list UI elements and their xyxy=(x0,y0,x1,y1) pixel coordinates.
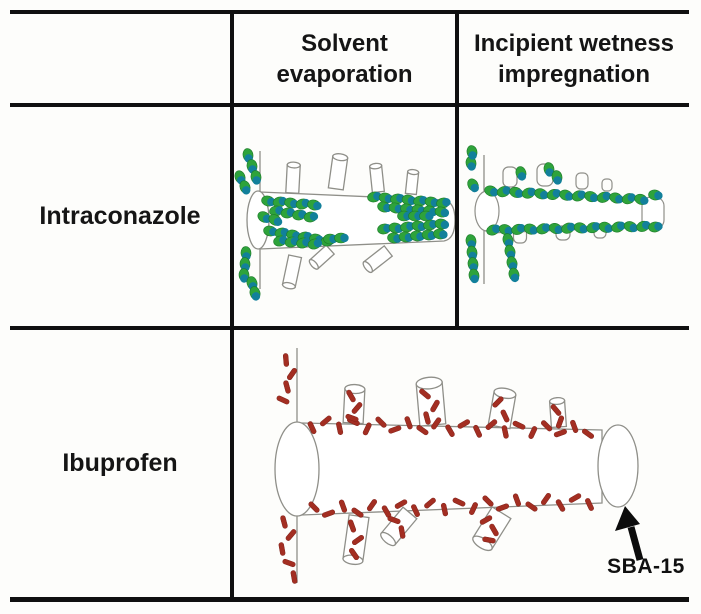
diagram-itraconazole-solvent-evaporation xyxy=(234,148,455,301)
label-column-divider xyxy=(230,10,234,602)
column-header-text: Solvent evaporation xyxy=(276,29,413,88)
header-bottom-border xyxy=(10,103,689,107)
row-header-text: Intraconazole xyxy=(39,202,201,230)
column-header-incipient-wetness: Incipient wetness impregnation xyxy=(459,14,689,103)
table-bottom-border xyxy=(10,597,689,602)
table-top-border xyxy=(10,10,689,14)
diagram-itraconazole-incipient-wetness xyxy=(465,145,665,284)
sba15-annotation-label: SBA-15 xyxy=(607,555,685,578)
column-header-solvent-evaporation: Solvent evaporation xyxy=(234,14,455,103)
diagram-ibuprofen-sba15 xyxy=(274,348,644,584)
row-header-ibuprofen: Ibuprofen xyxy=(10,330,230,597)
row-header-text: Ibuprofen xyxy=(62,449,178,477)
method-column-divider xyxy=(455,10,459,330)
row-header-intraconazole: Intraconazole xyxy=(10,107,230,326)
column-header-text: Incipient wetness impregnation xyxy=(473,29,675,88)
row-divider-border xyxy=(10,326,689,330)
